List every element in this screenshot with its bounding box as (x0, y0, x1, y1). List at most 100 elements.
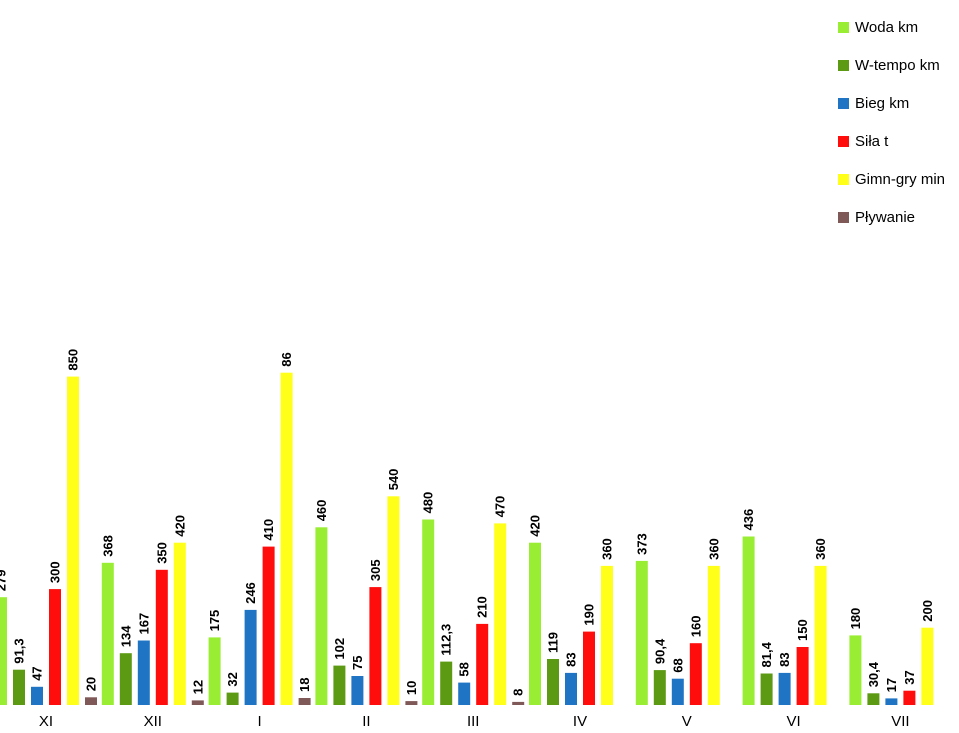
value-label-bieg-km-vii: 17 (884, 678, 899, 692)
category-label-ii: II (362, 713, 370, 728)
value-label-gimn-gry-min-ii: 540 (386, 469, 401, 491)
bar-w-tempo-km-xii (119, 653, 132, 705)
category-label-vii: VII (891, 713, 909, 728)
value-label-plywanie-iii: 8 (511, 689, 526, 696)
category-label-xi: XI (39, 713, 53, 728)
value-label-bieg-km-iv: 83 (564, 652, 579, 666)
value-label-bieg-km-v: 68 (670, 658, 685, 672)
value-label-sila-t-i: 410 (261, 519, 276, 541)
bar-gimn-gry-min-ii (387, 496, 400, 705)
bar-w-tempo-km-iv (547, 659, 559, 705)
value-label-woda-km-xii: 368 (100, 535, 115, 557)
value-label-w-tempo-km-iv: 119 (546, 632, 561, 653)
legend-label-w-tempo-km: W-tempo km (855, 57, 940, 74)
bar-gimn-gry-min-xi (67, 376, 79, 705)
value-label-sila-t-iii: 210 (475, 596, 490, 618)
legend-swatch-gimn-gry-min (838, 174, 849, 185)
bar-gimn-gry-min-vii (921, 627, 934, 705)
category-label-v: V (682, 713, 692, 728)
value-label-w-tempo-km-xii: 134 (118, 625, 133, 647)
value-label-bieg-km-i: 246 (243, 582, 258, 604)
legend-label-gimn-gry-min: Gimn-gry min (855, 171, 945, 188)
value-label-gimn-gry-min-v: 360 (706, 538, 721, 560)
value-label-sila-t-v: 160 (688, 615, 703, 637)
value-label-sila-t-ii: 305 (368, 559, 383, 581)
category-label-iii: III (467, 713, 480, 728)
value-label-gimn-gry-min-iv: 360 (600, 538, 615, 560)
category-label-i: I (258, 713, 262, 728)
bar-woda-km-iii (422, 519, 435, 705)
value-label-gimn-gry-min-i: 86 (279, 352, 294, 366)
bar-plywanie-iii (512, 701, 525, 705)
bar-plywanie-i (298, 698, 311, 705)
value-label-bieg-km-iii: 58 (457, 662, 472, 676)
value-label-bieg-km-ii: 75 (350, 656, 365, 670)
bar-woda-km-iv (529, 542, 541, 705)
value-label-gimn-gry-min-vii: 200 (920, 600, 935, 622)
bar-sila-t-ii (369, 587, 382, 705)
legend-label-plywanie: Pływanie (855, 209, 915, 226)
value-label-gimn-gry-min-xii: 420 (172, 515, 187, 537)
bar-w-tempo-km-ii (333, 665, 346, 705)
value-label-plywanie-xi: 20 (84, 677, 99, 691)
value-label-bieg-km-xi: 47 (30, 666, 45, 680)
bar-sila-t-iv (583, 631, 595, 705)
bar-gimn-gry-min-xii (173, 542, 186, 705)
bar-sila-t-xi (49, 589, 61, 705)
bars-layer (0, 372, 934, 705)
value-label-woda-km-iv: 420 (528, 515, 543, 537)
bar-gimn-gry-min-iv (601, 565, 613, 705)
bar-bieg-km-ii (351, 676, 364, 705)
bar-bieg-km-iv (565, 672, 577, 705)
bar-bieg-km-iii (458, 682, 471, 705)
bar-gimn-gry-min-v (707, 565, 720, 705)
value-label-gimn-gry-min-iii: 470 (493, 496, 508, 518)
bar-bieg-km-v (671, 678, 684, 705)
value-label-w-tempo-km-iii: 112,3 (439, 624, 454, 656)
category-axis: XI XII I II III IV V VI VII (39, 713, 910, 730)
value-label-sila-t-vi: 150 (795, 619, 810, 641)
legend-swatch-sila-t (838, 136, 849, 147)
value-label-sila-t-vii: 37 (902, 670, 917, 684)
bar-woda-km-xii (101, 562, 114, 705)
bar-bieg-km-vi (778, 672, 791, 705)
value-label-sila-t-xii: 350 (154, 542, 169, 564)
value-label-woda-km-v: 373 (634, 533, 649, 555)
bar-gimn-gry-min-vi (814, 565, 827, 705)
value-label-bieg-km-vi: 83 (777, 652, 792, 666)
value-label-w-tempo-km-xi: 91,3 (12, 638, 27, 663)
category-label-xii: XII (144, 713, 162, 728)
value-label-plywanie-xii: 12 (190, 680, 205, 694)
legend-swatch-woda-km (838, 22, 849, 33)
value-label-sila-t-iv: 190 (582, 604, 597, 626)
bar-woda-km-v (635, 560, 648, 705)
value-label-woda-km-ii: 460 (314, 500, 329, 522)
bar-sila-t-iii (476, 623, 489, 705)
value-label-woda-km-i: 175 (207, 610, 222, 632)
bar-sila-t-i (262, 546, 275, 705)
value-label-plywanie-i: 18 (297, 678, 312, 692)
value-label-woda-km-vii: 180 (848, 608, 863, 630)
value-labels-layer: 27991,3473008502036813416735042012175322… (0, 349, 935, 696)
legend: Woda km W-tempo km Bieg km Siła t Gimn-gry m… (838, 19, 945, 226)
bar-plywanie-xii (191, 700, 204, 705)
bar-woda-km-vi (742, 536, 755, 705)
bar-w-tempo-km-vii (867, 693, 880, 705)
bar-bieg-km-xii (137, 640, 150, 705)
bar-woda-km-vii (849, 635, 862, 705)
value-label-w-tempo-km-ii: 102 (332, 638, 347, 660)
bar-woda-km-i (208, 637, 221, 705)
value-label-woda-km-vi: 436 (741, 509, 756, 531)
bar-plywanie-xi (85, 697, 97, 705)
legend-label-woda-km: Woda km (855, 19, 918, 36)
bar-bieg-km-xi (31, 686, 43, 705)
bar-sila-t-v (689, 643, 702, 705)
value-label-sila-t-xi: 300 (48, 561, 63, 583)
value-label-plywanie-ii: 10 (404, 681, 419, 695)
legend-swatch-w-tempo-km (838, 60, 849, 71)
value-label-gimn-gry-min-vi: 360 (813, 538, 828, 560)
bar-bieg-km-i (244, 609, 257, 705)
bar-plywanie-ii (405, 701, 418, 705)
